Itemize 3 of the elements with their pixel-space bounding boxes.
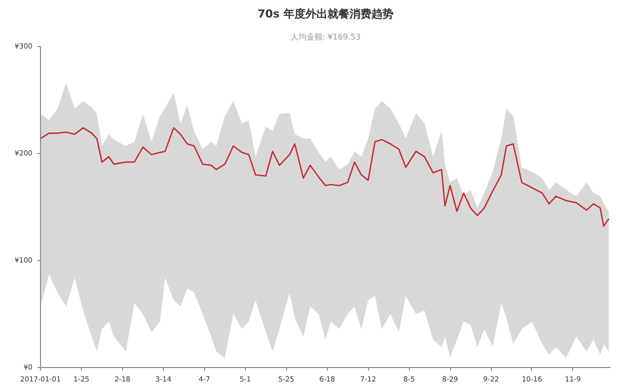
line-series [40, 127, 610, 227]
chart-subtitle: 人均金额: ¥169.53 [290, 32, 361, 42]
chart-title: 70s 年度外出就餐消费趋势 [258, 8, 394, 20]
